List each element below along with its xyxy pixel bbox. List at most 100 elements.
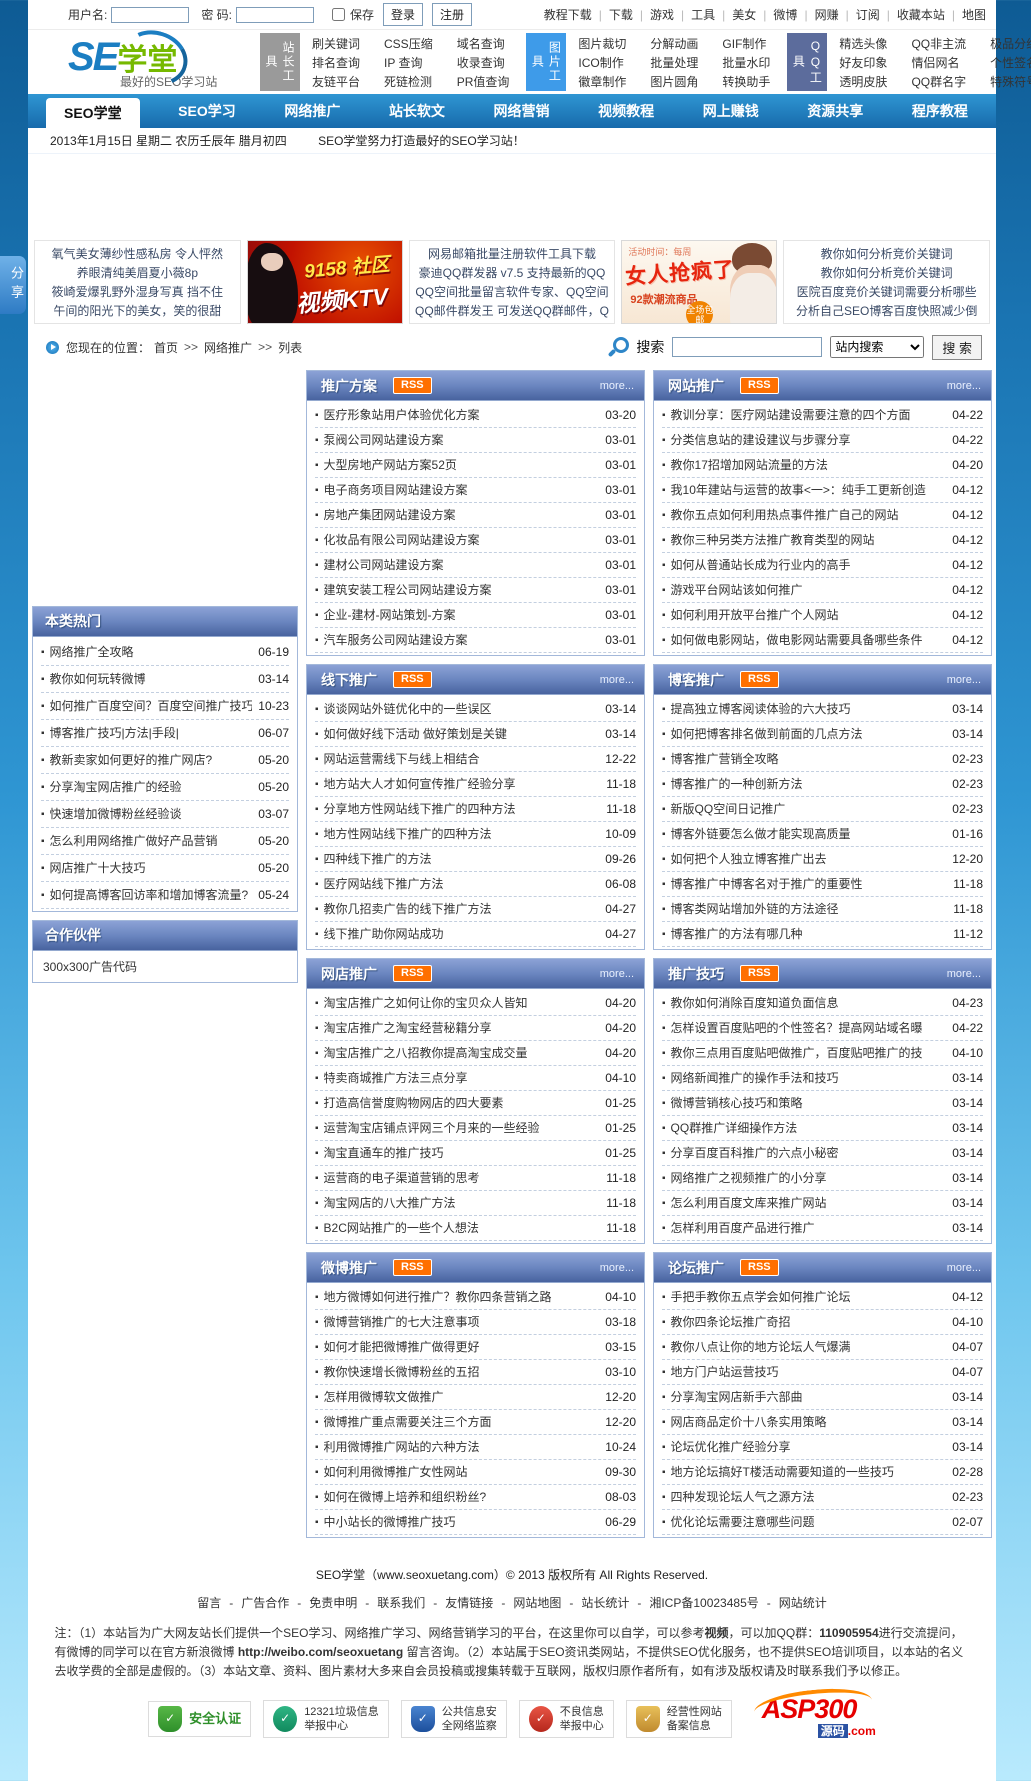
tool-link[interactable]: 图片圆角 [650, 74, 699, 89]
article-link[interactable]: 怎么利用网络推广做好产品营销 [49, 833, 218, 848]
nav-tab[interactable]: 视频教程 [598, 103, 655, 119]
article-link[interactable]: 四种线下推广的方法 [323, 851, 432, 866]
tool-link[interactable]: CSS压缩 [384, 36, 433, 51]
topbar-link[interactable]: 收藏本站 [880, 6, 945, 23]
article-link[interactable]: 网络新闻推广的操作手法和技巧 [670, 1070, 839, 1085]
article-link[interactable]: 教你几招卖广告的线下推广方法 [323, 901, 492, 916]
tool-link[interactable]: 情侣网名 [911, 55, 960, 70]
article-link[interactable]: 企业-建材-网站策划-方案 [323, 607, 456, 622]
tool-link[interactable]: 极品分组 [990, 36, 1031, 51]
article-link[interactable]: 谈谈网站外链优化中的一些误区 [323, 701, 492, 716]
topbar-link[interactable]: 订阅 [839, 6, 880, 23]
article-link[interactable]: 论坛优化推广经验分享 [670, 1439, 791, 1454]
footer-link[interactable]: 网站地图 [513, 1594, 581, 1611]
tool-link[interactable]: 图片裁切 [578, 36, 627, 51]
article-link[interactable]: 教你17招增加网站流量的方法 [670, 457, 828, 472]
tool-link[interactable]: 批量水印 [722, 55, 771, 70]
article-link[interactable]: QQ群推广详细操作方法 [670, 1120, 798, 1135]
more-link[interactable]: more... [946, 379, 981, 392]
article-link[interactable]: 中小站长的微博推广技巧 [323, 1514, 456, 1529]
nav-tab[interactable]: 网上赚钱 [702, 103, 759, 119]
username-input[interactable] [111, 6, 190, 23]
tool-link[interactable]: QQ群名字 [911, 74, 967, 89]
ad-text-link[interactable]: 午间的阳光下的美女，笑的很甜 [53, 304, 222, 318]
article-link[interactable]: 教你三种另类方法推广教育类型的网站 [670, 532, 875, 547]
more-link[interactable]: more... [599, 379, 634, 392]
article-link[interactable]: 怎样用微博软文做推广 [323, 1389, 444, 1404]
more-link[interactable]: more... [599, 1261, 634, 1274]
ad-text-link[interactable]: 教你如何分析竞价关键词 [820, 247, 953, 261]
article-link[interactable]: 医疗网站线下推广方法 [323, 876, 444, 891]
article-link[interactable]: 博客推广营销全攻略 [670, 751, 779, 766]
article-link[interactable]: 博客类网站增加外链的方法途径 [670, 901, 839, 916]
article-link[interactable]: 淘宝店推广之八招教你提高淘宝成交量 [323, 1045, 528, 1060]
tool-link[interactable]: 收录查询 [456, 55, 505, 70]
cert-badge[interactable]: 不良信息 举报中心 [518, 1699, 614, 1738]
article-link[interactable]: 运营商的电子渠道营销的思考 [323, 1170, 480, 1185]
article-link[interactable]: 地方微博如何进行推广？教你四条营销之路 [323, 1289, 552, 1304]
nav-tab[interactable]: 程序教程 [911, 103, 968, 119]
article-link[interactable]: 如何把个人独立博客推广出去 [670, 851, 827, 866]
footer-link[interactable]: 站长统计 [581, 1594, 649, 1611]
breadcrumb-category-link[interactable]: 网络推广 [204, 340, 253, 355]
article-link[interactable]: 建材公司网站建设方案 [323, 557, 444, 572]
article-link[interactable]: 我10年建站与运营的故事<一>：纯手工更新创造 [670, 482, 926, 497]
nav-tab[interactable]: 网络推广 [284, 103, 341, 119]
ad-text-link[interactable]: 豪迪QQ群发器 v7.5 支持最新的QQ [418, 266, 606, 280]
article-link[interactable]: 分享淘宝网店新手六部曲 [670, 1389, 803, 1404]
article-link[interactable]: 怎样利用百度产品进行推广 [670, 1220, 815, 1235]
article-link[interactable]: 新版QQ空间日记推广 [670, 801, 786, 816]
article-link[interactable]: 博客外链要怎么做才能实现高质量 [670, 826, 851, 841]
ad-text-link[interactable]: 分析自己SEO博客百度快照减少倒 [796, 304, 978, 318]
more-link[interactable]: more... [946, 967, 981, 980]
article-link[interactable]: 游戏平台网站该如何推广 [670, 582, 803, 597]
article-link[interactable]: 微博营销推广的七大注意事项 [323, 1314, 480, 1329]
article-link[interactable]: 怎么利用百度文库来推广网站 [670, 1195, 827, 1210]
search-scope-select[interactable]: 站内搜索 [830, 336, 925, 358]
article-link[interactable]: 打造高信誉度购物网店的四大要素 [323, 1095, 504, 1110]
tool-link[interactable]: 转换助手 [722, 74, 771, 89]
ad-text-link[interactable]: 氧气美女薄纱性感私房 令人怦然 [51, 247, 223, 261]
article-link[interactable]: 地方性网站线下推广的四种方法 [323, 826, 492, 841]
article-link[interactable]: 运营淘宝店铺点评网三个月来的一些经验 [323, 1120, 540, 1135]
article-link[interactable]: 网店商品定价十八条实用策略 [670, 1414, 827, 1429]
save-checkbox[interactable] [332, 8, 346, 21]
article-link[interactable]: 如何才能把微博推广做得更好 [323, 1339, 480, 1354]
article-link[interactable]: 博客推广的一种创新方法 [670, 776, 803, 791]
cert-badge[interactable]: 12321垃圾信息 举报中心 [263, 1699, 389, 1738]
article-link[interactable]: 提高独立博客阅读体验的六大技巧 [670, 701, 851, 716]
article-link[interactable]: 地方门户站运营技巧 [670, 1364, 779, 1379]
article-link[interactable]: 大型房地产网站方案52页 [323, 457, 457, 472]
article-link[interactable]: 地方站大人才如何宣传推广经验分享 [323, 776, 516, 791]
article-link[interactable]: 微博推广重点需要关注三个方面 [323, 1414, 492, 1429]
rss-badge[interactable]: RSS [740, 965, 779, 982]
footer-link[interactable]: 免责申明 [309, 1594, 377, 1611]
article-link[interactable]: 快速增加微博粉丝经验谈 [49, 806, 182, 821]
article-link[interactable]: 房地产集团网站建设方案 [323, 507, 456, 522]
article-link[interactable]: 如何利用开放平台推广个人网站 [670, 607, 839, 622]
article-link[interactable]: 教你八点让你的地方论坛人气爆满 [670, 1339, 851, 1354]
tool-link[interactable]: QQ非主流 [911, 36, 967, 51]
tool-link[interactable]: 分解动画 [650, 36, 699, 51]
article-link[interactable]: 分享百度百科推广的六点小秘密 [670, 1145, 839, 1160]
password-input[interactable] [236, 6, 315, 23]
cert-badge[interactable]: 经营性网站 备案信息 [625, 1699, 732, 1738]
topbar-link[interactable]: 工具 [674, 6, 715, 23]
article-link[interactable]: 如何把博客排名做到前面的几点方法 [670, 726, 863, 741]
article-link[interactable]: 如何利用微博推广女性网站 [323, 1464, 468, 1479]
article-link[interactable]: 特卖商城推广方法三点分享 [323, 1070, 468, 1085]
article-link[interactable]: 教新卖家如何更好的推广网店? [49, 752, 213, 767]
rss-badge[interactable]: RSS [740, 1259, 779, 1276]
article-link[interactable]: 利用微博推广网站的六种方法 [323, 1439, 480, 1454]
share-tab[interactable]: 分享 [0, 256, 26, 314]
nav-tab[interactable]: SEO学习 [178, 103, 236, 119]
ad-text-link[interactable]: 网易邮箱批量注册软件工具下载 [428, 247, 597, 261]
article-link[interactable]: 地方论坛搞好T楼活动需要知道的一些技巧 [670, 1464, 894, 1479]
breadcrumb-home-link[interactable]: 首页 [154, 340, 179, 355]
article-link[interactable]: 如何从普通站长成为行业内的高手 [670, 557, 851, 572]
ad-text-link[interactable]: QQ空间批量留言软件专家、QQ空间 [415, 285, 609, 299]
article-link[interactable]: 淘宝店推广之如何让你的宝贝众人皆知 [323, 995, 528, 1010]
banner-9158-ktv[interactable]: 9158 社区 视频KTV [246, 240, 403, 324]
topbar-link[interactable]: 网赚 [797, 6, 839, 23]
tool-link[interactable]: IP 查询 [384, 55, 423, 70]
